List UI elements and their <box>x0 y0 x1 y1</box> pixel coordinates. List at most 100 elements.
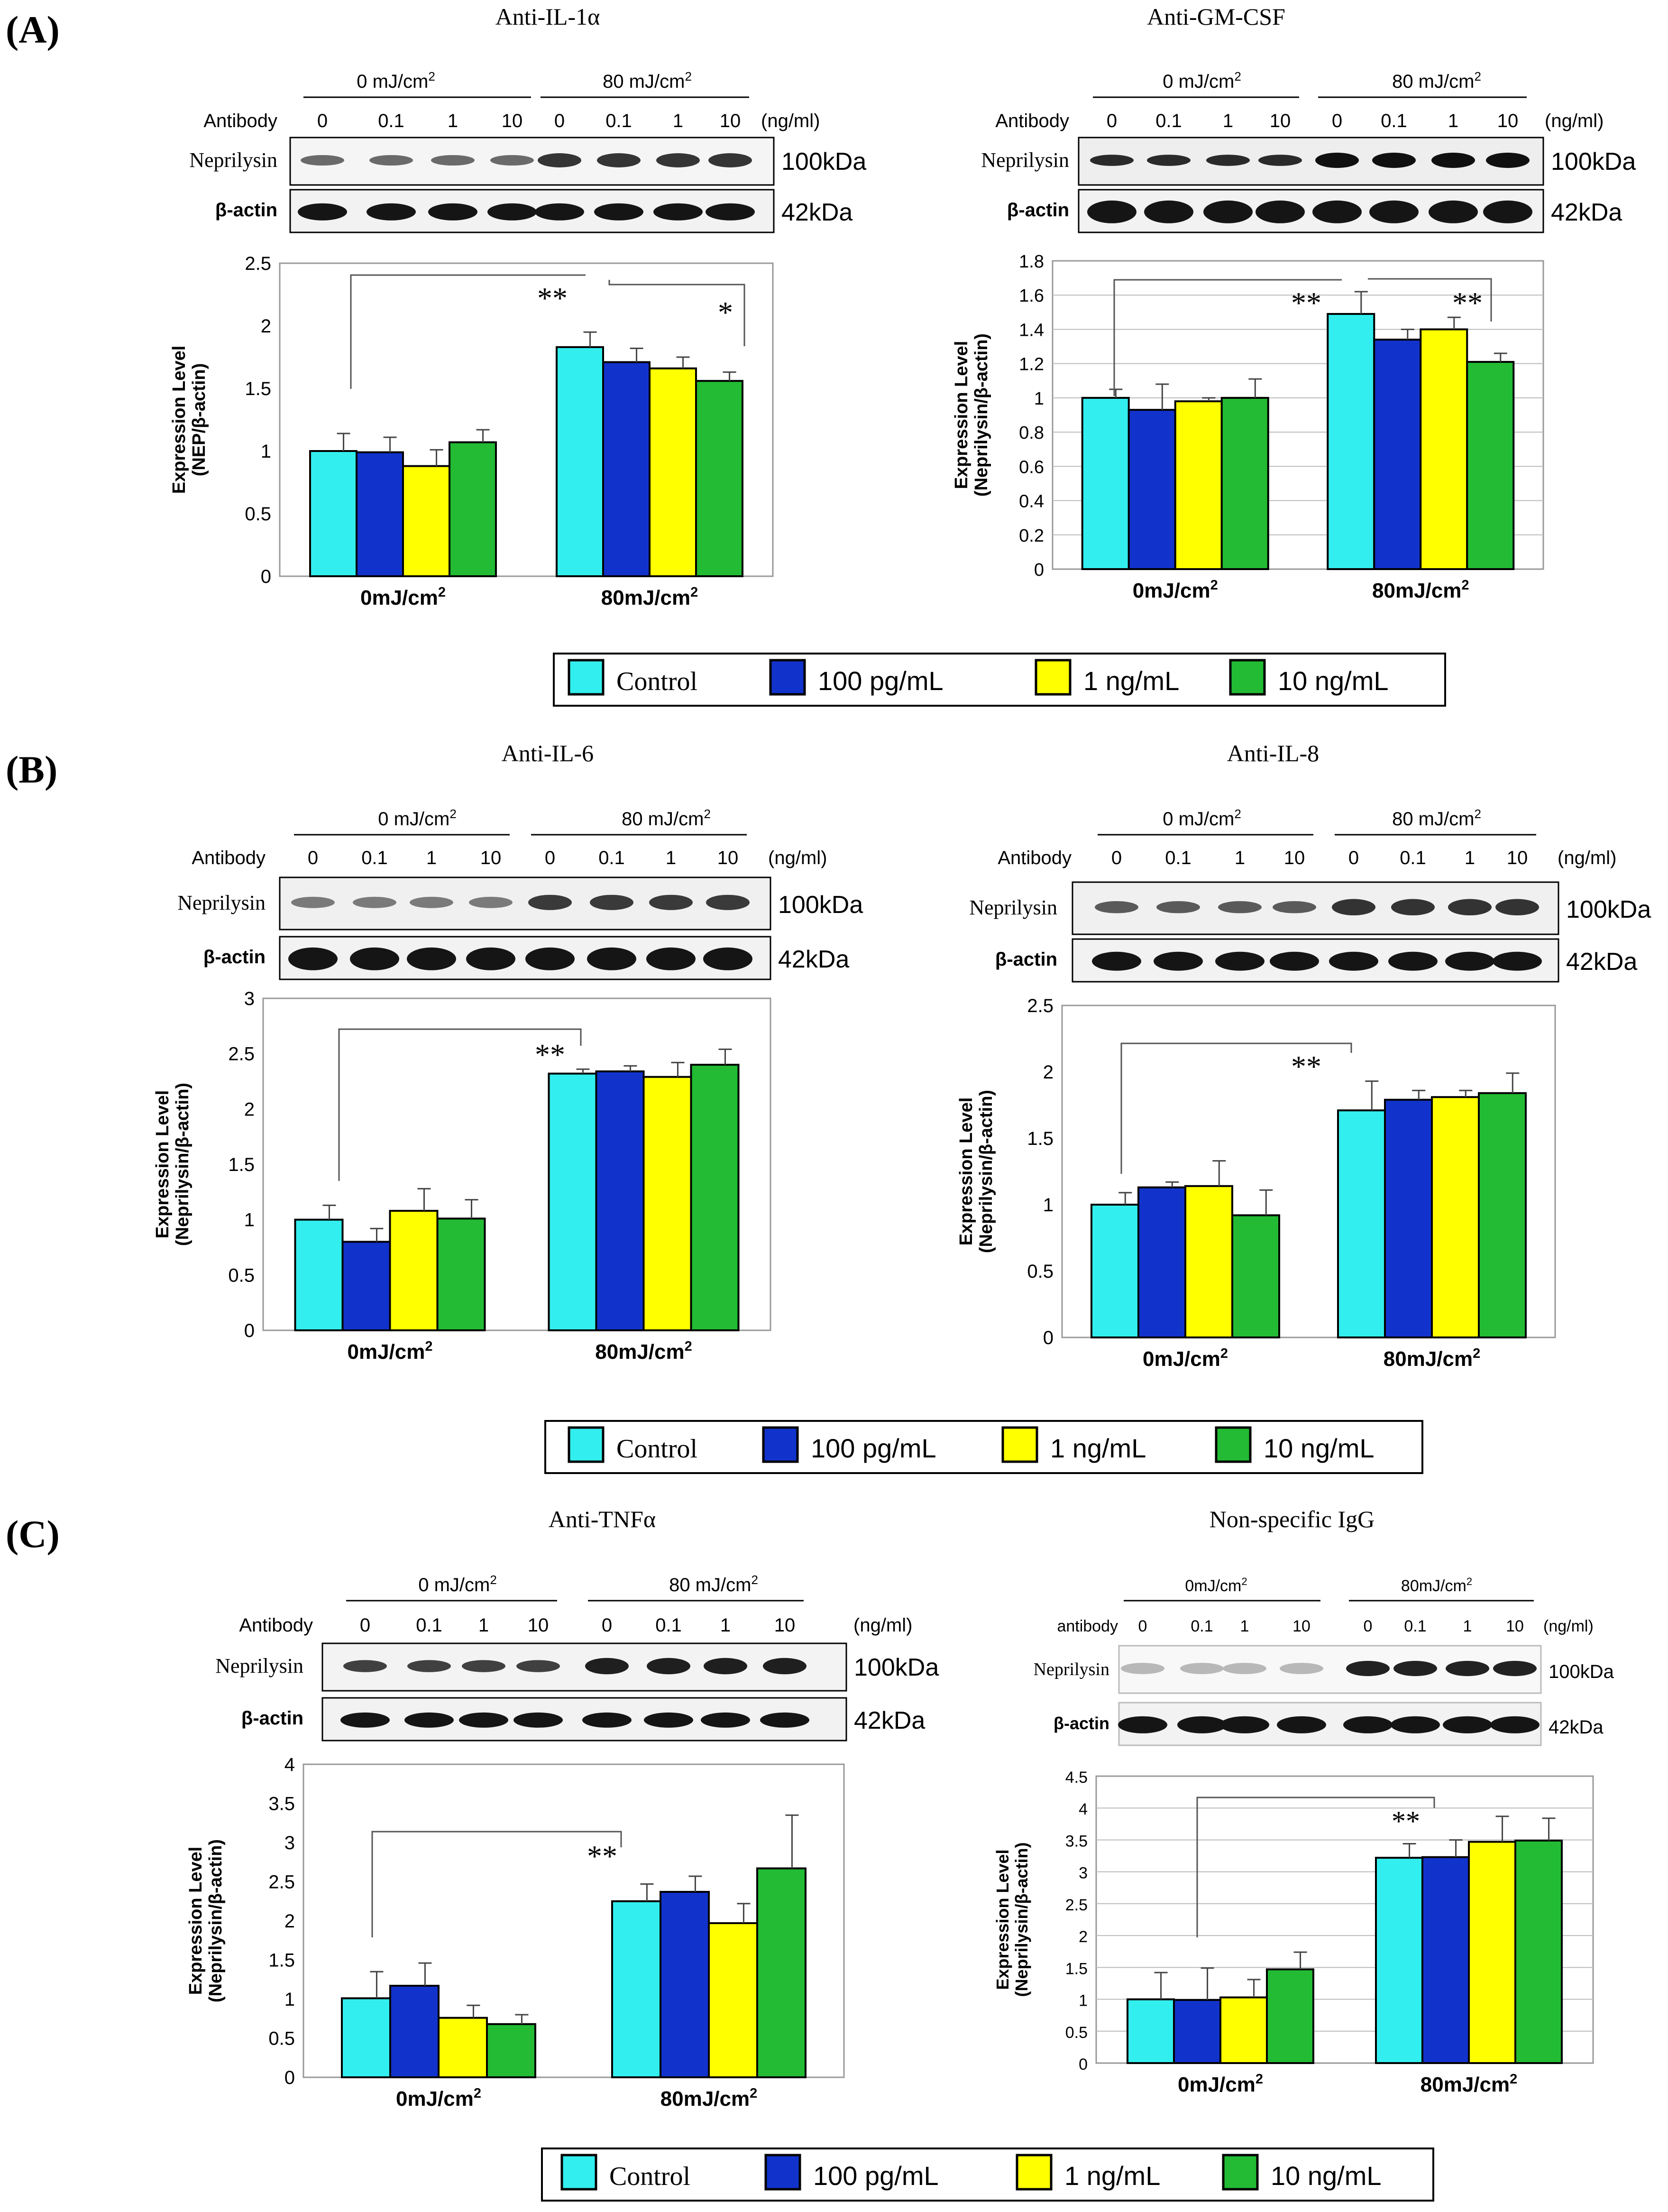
unit-label: (ng/ml) <box>1558 848 1616 868</box>
bar-1-ng-ml-0mj-cm <box>438 2017 488 2079</box>
y-tick-label: 1 <box>1034 389 1044 409</box>
beta-actin-band <box>653 203 703 221</box>
neprilysin-band <box>1223 1663 1266 1674</box>
beta-actin-band <box>1087 200 1136 223</box>
beta-actin-band <box>298 203 347 221</box>
y-tick-label: 0 <box>244 1320 255 1341</box>
beta-actin-band <box>1388 951 1438 971</box>
x-category-label: 80mJ/cm2 <box>595 1339 692 1364</box>
neprilysin-band <box>704 1658 747 1675</box>
concentration-label: 0 <box>308 848 318 868</box>
legend-swatch-1-ng-ml <box>1001 1426 1038 1463</box>
bar-control-80mj-cm <box>1375 1857 1423 2064</box>
concentration-label: 0 <box>360 1615 370 1636</box>
x-category-label: 80mJ/cm2 <box>660 2086 758 2111</box>
legend-swatch-control <box>560 2154 597 2191</box>
y-tick-label: 2.5 <box>1065 1896 1088 1914</box>
neprilysin-band <box>647 1658 690 1675</box>
beta-actin-band <box>367 203 416 221</box>
beta-actin-band <box>1369 200 1419 223</box>
legend-label-control: Control <box>609 2162 690 2191</box>
antibody-label: Antibody <box>239 1615 313 1636</box>
x-category-label: 0mJ/cm2 <box>396 2086 481 2111</box>
y-tick-label: 3 <box>1079 1864 1088 1882</box>
neprilysin-band <box>1332 899 1375 916</box>
neprilysin-label: Neprilysin <box>969 896 1057 919</box>
neprilysin-band <box>1486 152 1530 168</box>
concentration-label: 0 <box>1107 111 1117 131</box>
beta-actin-band <box>1154 951 1203 971</box>
concentration-label: 0 <box>554 111 565 131</box>
beta-actin-label: β-actin <box>1007 200 1069 221</box>
legend-label-100-pg-ml: 100 pg/mL <box>813 2161 939 2191</box>
y-tick-label: 0.5 <box>268 2028 295 2049</box>
concentration-label: 10 <box>1497 111 1519 131</box>
bar-control-0mj-cm <box>1091 1204 1139 1338</box>
beta-actin-band <box>525 947 575 970</box>
panel-label-A: (A) <box>6 8 60 51</box>
legend-swatch-100-pg-ml <box>769 659 806 696</box>
chart-title: Anti-TNFα <box>549 1506 656 1532</box>
neprilysin-band <box>649 894 693 910</box>
neprilysin-band <box>597 153 641 167</box>
bar-1-ng-ml-80mj-cm <box>1420 328 1468 570</box>
concentration-label: 0.1 <box>1400 848 1426 868</box>
neprilysin-band <box>1393 1660 1437 1677</box>
beta-actin-label: β-actin <box>1054 1714 1109 1733</box>
y-tick-label: 0 <box>1034 560 1044 580</box>
legend-swatch-100-pg-ml <box>762 1426 799 1463</box>
kda-100-label: 100kDa <box>854 1654 939 1681</box>
x-category-label: 80mJ/cm2 <box>1421 2072 1518 2096</box>
significance-bracket <box>1368 278 1492 322</box>
chart-title: Anti-IL-6 <box>502 740 594 766</box>
concentration-label: 0 <box>1348 848 1359 868</box>
bar-100-pg-ml-80mj-cm <box>660 1890 710 2078</box>
beta-actin-label: β-actin <box>241 1708 303 1729</box>
neprilysin-band <box>1446 1660 1489 1677</box>
bar-10-ng-ml-80mj-cm <box>690 1064 740 1331</box>
x-category-label: 0mJ/cm2 <box>1143 1346 1228 1371</box>
y-tick-label: 1.5 <box>268 1950 295 1971</box>
neprilysin-band <box>490 155 534 166</box>
neprilysin-band <box>585 1658 629 1675</box>
concentration-label: 1 <box>1463 1617 1472 1635</box>
bar-10-ng-ml-0mj-cm <box>486 2023 536 2078</box>
beta-actin-band <box>513 1712 563 1728</box>
beta-actin-band <box>1277 1716 1326 1733</box>
x-category-label: 0mJ/cm2 <box>360 585 446 609</box>
concentration-label: 1 <box>426 848 437 868</box>
bar-10-ng-ml-80mj-cm <box>756 1867 807 2078</box>
bar-10-ng-ml-0mj-cm <box>1266 1968 1314 2065</box>
panel-label-C: (C) <box>6 1512 60 1556</box>
legend-swatch-1-ng-ml <box>1016 2154 1053 2191</box>
y-tick-label: 1.4 <box>1019 320 1044 340</box>
beta-actin-band <box>1490 1716 1540 1733</box>
y-tick-label: 2.5 <box>245 253 271 274</box>
concentration-label: 0 <box>602 1615 612 1636</box>
concentration-label: 10 <box>502 111 523 131</box>
neprilysin-band <box>410 896 453 908</box>
neprilysin-band <box>1372 152 1416 168</box>
beta-actin-band <box>1256 200 1305 223</box>
neprilysin-label: Neprilysin <box>177 891 266 914</box>
neprilysin-band <box>1280 1663 1323 1674</box>
neprilysin-band <box>301 155 344 166</box>
beta-actin-band <box>646 947 696 970</box>
bar-control-80mj-cm <box>611 1900 661 2078</box>
bar-100-pg-ml-80mj-cm <box>1384 1098 1433 1339</box>
concentration-label: 0 <box>545 848 555 868</box>
neprilysin-band <box>708 153 752 167</box>
legend-swatch-10-ng-ml <box>1215 1426 1252 1463</box>
neprilysin-band <box>763 1658 807 1675</box>
y-tick-label: 0 <box>1079 2055 1088 2074</box>
bar-10-ng-ml-0mj-cm <box>1231 1214 1280 1338</box>
neprilysin-band <box>1095 901 1138 913</box>
beta-actin-band <box>459 1712 508 1728</box>
legend-swatch-control <box>568 1426 605 1463</box>
bar-100-pg-ml-0mj-cm <box>1173 1999 1221 2064</box>
y-axis-label-unit: (Neprilysin/β-actin) <box>976 1090 996 1253</box>
unit-label: (ng/ml) <box>1543 1617 1594 1635</box>
neprilysin-label: Neprilysin <box>981 148 1069 172</box>
unit-label: (ng/ml) <box>768 848 827 868</box>
beta-actin-band <box>644 1712 693 1728</box>
